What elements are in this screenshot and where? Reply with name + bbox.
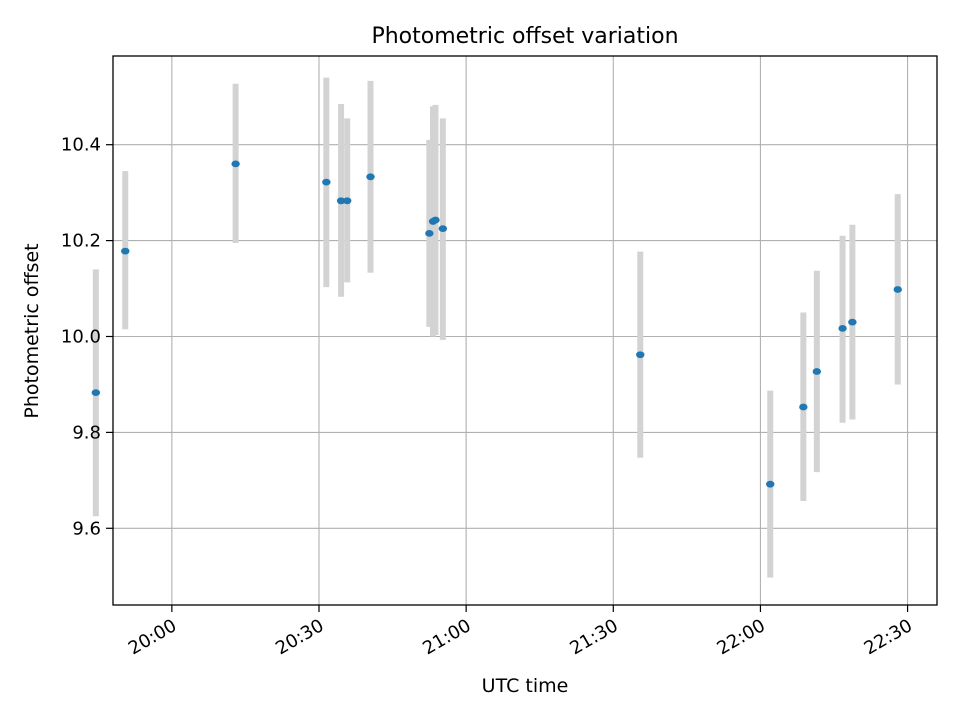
data-point (231, 160, 240, 168)
x-axis-label: UTC time (482, 675, 569, 697)
data-point (438, 225, 448, 233)
data-point (121, 247, 130, 255)
data-point (838, 324, 847, 332)
y-tick-label: 10.2 (61, 231, 101, 252)
y-tick-label: 10.0 (61, 326, 101, 347)
plot-frame (112, 55, 938, 606)
data-point (322, 178, 331, 186)
data-point (848, 318, 857, 326)
data-point (366, 173, 375, 181)
data-point (799, 403, 808, 411)
data-point (431, 216, 440, 224)
y-axis-label: Photometric offset (21, 243, 43, 418)
y-tick-label: 9.6 (72, 518, 101, 539)
data-point (91, 389, 101, 396)
y-tick-label: 9.8 (72, 422, 101, 443)
data-point (766, 480, 775, 488)
data-point (893, 286, 902, 293)
chart-title: Photometric offset variation (371, 24, 678, 49)
data-point (336, 197, 346, 205)
data-point (425, 230, 434, 237)
data-point (636, 351, 645, 359)
plot-area: 20:00 20:30 21:00 21:30 22:00 22:309.69.810.0… (61, 55, 938, 659)
y-tick-label: 10.4 (61, 135, 101, 156)
data-point (343, 197, 352, 205)
data-point (812, 368, 822, 375)
